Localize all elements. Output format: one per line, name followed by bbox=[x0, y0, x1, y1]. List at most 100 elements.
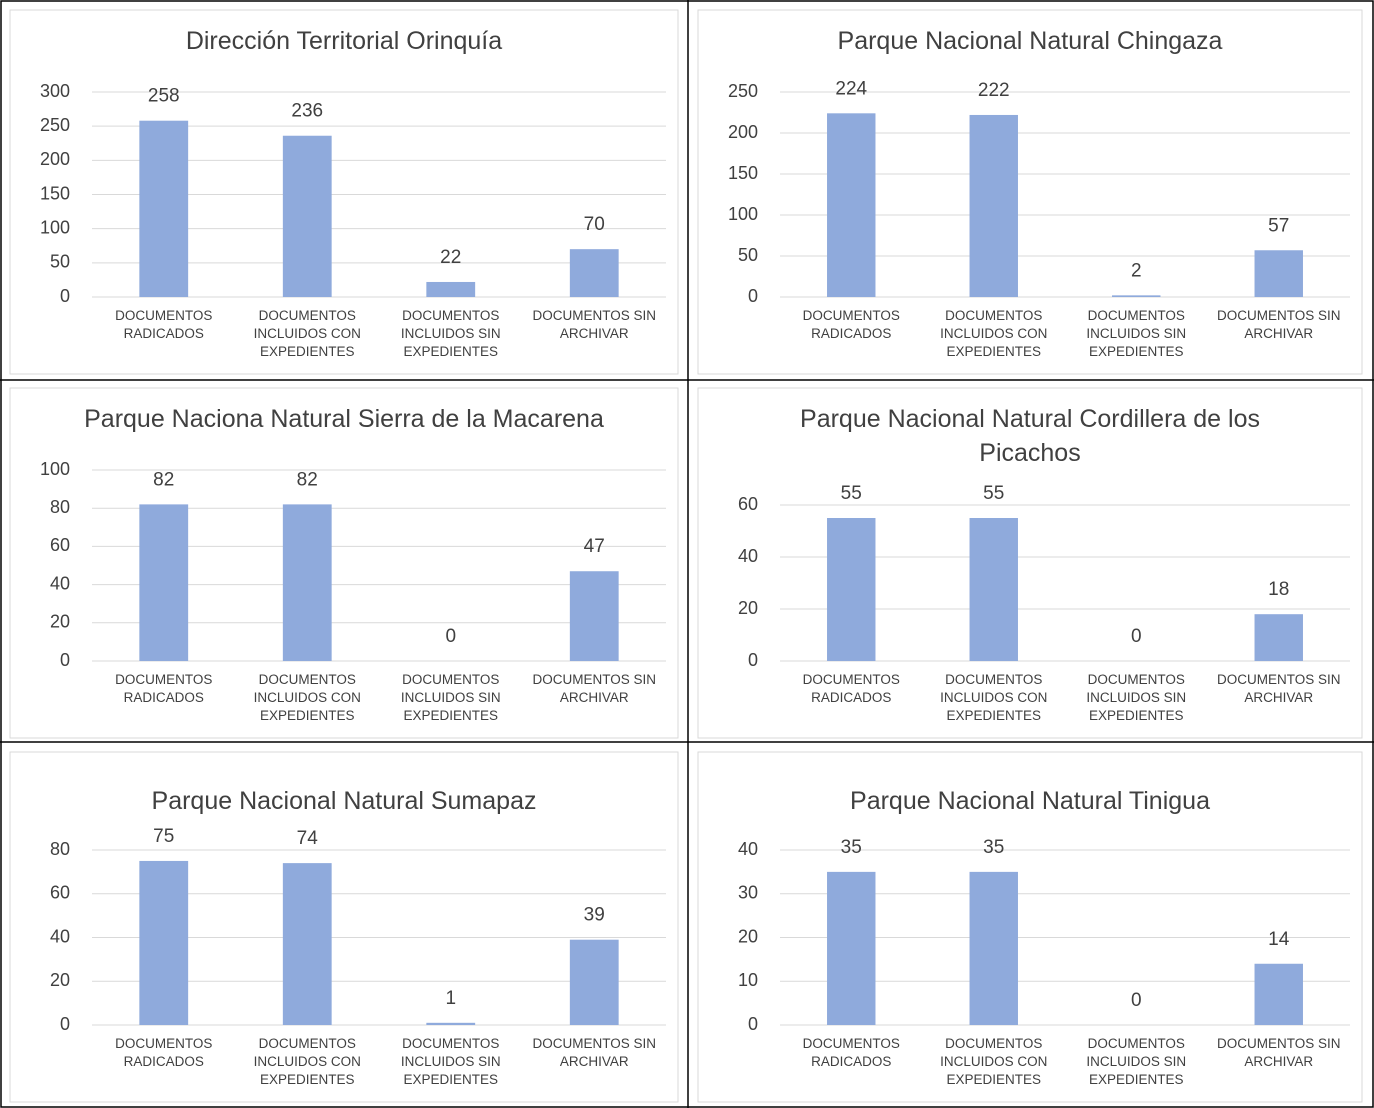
y-tick-label: 100 bbox=[40, 217, 70, 237]
chart-title: Dirección Territorial Orinquía bbox=[185, 27, 503, 55]
x-tick-label: DOCUMENTOS SIN ARCHIVAR bbox=[1216, 308, 1341, 341]
x-tick-label: DOCUMENTOS SIN ARCHIVAR bbox=[1216, 1036, 1341, 1069]
y-tick-label: 30 bbox=[738, 883, 758, 903]
y-tick-label: 100 bbox=[728, 204, 758, 224]
chart-border bbox=[697, 751, 1363, 1103]
y-tick-label: 150 bbox=[728, 163, 758, 183]
bar bbox=[426, 1022, 476, 1025]
chart-title: Parque Nacional Natural Cordillera de lo… bbox=[800, 405, 1260, 467]
x-tick-label-box: DOCUMENTOS SIN ARCHIVAR bbox=[1216, 672, 1341, 705]
x-tick-label: DOCUMENTOS INCLUIDOS SIN EXPEDIENTES bbox=[400, 1036, 501, 1087]
value-label: 39 bbox=[584, 905, 605, 926]
y-tick-label: 40 bbox=[50, 926, 70, 946]
y-tick-label: 250 bbox=[728, 81, 758, 101]
value-label: 22 bbox=[440, 247, 461, 268]
value-label: 75 bbox=[153, 826, 174, 847]
bar bbox=[282, 135, 332, 297]
chart-title-box: Dirección Territorial Orinquía bbox=[185, 27, 503, 55]
y-tick-label: 20 bbox=[50, 970, 70, 990]
bar bbox=[1254, 250, 1303, 297]
x-tick-label-box: DOCUMENTOS INCLUIDOS SIN EXPEDIENTES bbox=[1086, 1036, 1186, 1087]
x-tick-label: DOCUMENTOS INCLUIDOS CON EXPEDIENTES bbox=[253, 308, 361, 359]
value-label: 57 bbox=[1268, 215, 1289, 236]
bar bbox=[1254, 614, 1303, 661]
bar bbox=[282, 863, 332, 1025]
value-label: 258 bbox=[148, 86, 180, 107]
y-tick-label: 0 bbox=[60, 650, 70, 670]
x-tick-label-box: DOCUMENTOS INCLUIDOS CON EXPEDIENTES bbox=[254, 1036, 361, 1087]
bar bbox=[827, 518, 876, 661]
y-tick-label: 10 bbox=[738, 970, 758, 990]
value-label: 0 bbox=[1131, 990, 1142, 1011]
y-tick-label: 40 bbox=[50, 573, 70, 593]
value-label: 236 bbox=[291, 101, 323, 122]
y-tick-label: 50 bbox=[50, 252, 70, 272]
x-tick-label-box: DOCUMENTOS SIN ARCHIVAR bbox=[1216, 1036, 1341, 1069]
x-tick-label: DOCUMENTOS RADICADOS bbox=[802, 1036, 900, 1069]
y-tick-label: 60 bbox=[50, 883, 70, 903]
y-tick-label: 0 bbox=[60, 1014, 70, 1034]
x-tick-label: DOCUMENTOS SIN ARCHIVAR bbox=[532, 308, 656, 341]
x-tick-label-box: DOCUMENTOS INCLUIDOS SIN EXPEDIENTES bbox=[1086, 308, 1187, 359]
bar bbox=[969, 518, 1018, 661]
x-tick-label-box: DOCUMENTOS RADICADOS bbox=[115, 672, 213, 705]
y-tick-label: 300 bbox=[40, 81, 70, 101]
x-tick-label: DOCUMENTOS INCLUIDOS CON EXPEDIENTES bbox=[940, 308, 1048, 359]
x-tick-label: DOCUMENTOS SIN ARCHIVAR bbox=[1216, 672, 1341, 705]
chart-title: Parque Naciona Natural Sierra de la Maca… bbox=[84, 405, 604, 433]
chart-title-box: Parque Nacional Natural Sumapaz bbox=[152, 787, 537, 815]
x-tick-label-box: DOCUMENTOS INCLUIDOS SIN EXPEDIENTES bbox=[401, 672, 501, 723]
bar bbox=[139, 504, 189, 661]
x-tick-label: DOCUMENTOS INCLUIDOS SIN EXPEDIENTES bbox=[1086, 308, 1187, 359]
x-tick-label: DOCUMENTOS SIN ARCHIVAR bbox=[532, 1036, 656, 1069]
chart-title-box: Parque Nacional Natural Chingaza bbox=[838, 27, 1223, 55]
chart-border bbox=[9, 751, 679, 1103]
value-label: 82 bbox=[153, 469, 174, 490]
y-tick-label: 20 bbox=[738, 926, 758, 946]
value-label: 2 bbox=[1131, 260, 1142, 281]
bar bbox=[1112, 295, 1161, 297]
y-tick-label: 20 bbox=[50, 612, 70, 632]
y-tick-label: 50 bbox=[738, 245, 758, 265]
bar bbox=[426, 281, 476, 297]
y-tick-label: 80 bbox=[50, 497, 70, 517]
value-label: 70 bbox=[584, 214, 605, 235]
y-tick-label: 0 bbox=[748, 650, 758, 670]
x-tick-label: DOCUMENTOS RADICADOS bbox=[115, 672, 213, 705]
x-tick-label-box: DOCUMENTOS INCLUIDOS CON EXPEDIENTES bbox=[253, 308, 361, 359]
bar bbox=[969, 871, 1018, 1025]
value-label: 55 bbox=[983, 483, 1004, 504]
y-tick-label: 40 bbox=[738, 839, 758, 859]
value-label: 14 bbox=[1268, 929, 1290, 950]
y-tick-label: 150 bbox=[40, 183, 70, 203]
x-tick-label-box: DOCUMENTOS SIN ARCHIVAR bbox=[1216, 308, 1341, 341]
x-tick-label-box: DOCUMENTOS INCLUIDOS CON EXPEDIENTES bbox=[940, 672, 1047, 723]
x-tick-label-box: DOCUMENTOS INCLUIDOS CON EXPEDIENTES bbox=[254, 672, 361, 723]
value-label: 74 bbox=[297, 828, 319, 849]
x-tick-label-box: DOCUMENTOS RADICADOS bbox=[115, 308, 213, 341]
x-tick-label: DOCUMENTOS SIN ARCHIVAR bbox=[532, 672, 656, 705]
value-label: 18 bbox=[1268, 579, 1289, 600]
x-tick-label-box: DOCUMENTOS RADICADOS bbox=[803, 672, 900, 705]
bar bbox=[282, 504, 332, 661]
x-tick-label: DOCUMENTOS RADICADOS bbox=[115, 308, 213, 341]
y-tick-label: 0 bbox=[748, 1014, 758, 1034]
bar bbox=[139, 860, 189, 1025]
value-label: 222 bbox=[978, 80, 1010, 101]
value-label: 35 bbox=[841, 837, 862, 858]
x-tick-label-box: DOCUMENTOS SIN ARCHIVAR bbox=[532, 672, 656, 705]
y-tick-label: 60 bbox=[738, 494, 758, 514]
y-tick-label: 250 bbox=[40, 115, 70, 135]
value-label: 47 bbox=[584, 536, 605, 557]
bar bbox=[827, 871, 876, 1025]
y-tick-label: 0 bbox=[748, 286, 758, 306]
value-label: 35 bbox=[983, 837, 1004, 858]
value-label: 55 bbox=[841, 483, 862, 504]
x-tick-label-box: DOCUMENTOS RADICADOS bbox=[803, 308, 900, 341]
bar bbox=[827, 113, 876, 297]
chart-border bbox=[9, 387, 679, 739]
x-tick-label: DOCUMENTOS INCLUIDOS CON EXPEDIENTES bbox=[940, 1036, 1048, 1087]
y-tick-label: 20 bbox=[738, 598, 758, 618]
